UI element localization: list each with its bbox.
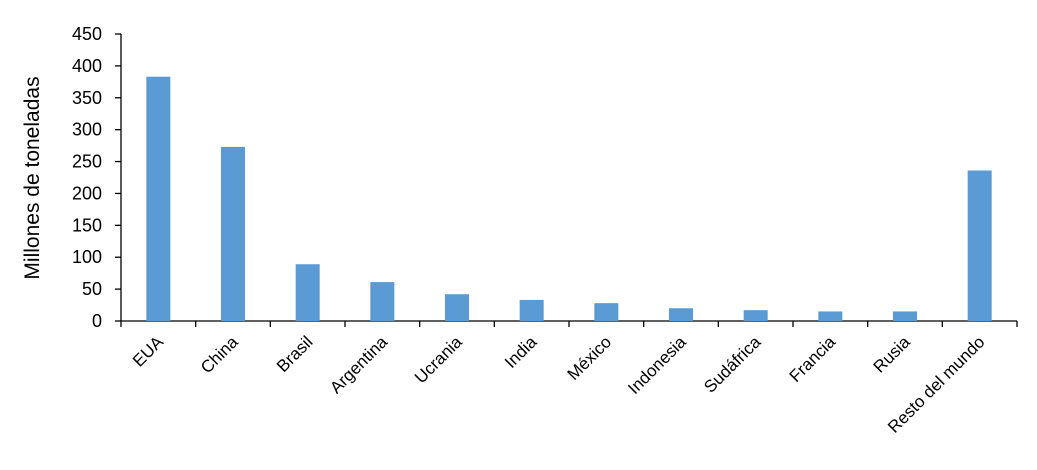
bar	[146, 76, 171, 321]
y-tick-label: 100	[72, 247, 102, 267]
y-tick-label: 50	[82, 279, 102, 299]
bar	[967, 170, 992, 321]
x-tick-label: Brasil	[273, 332, 316, 375]
y-tick-label: 150	[72, 215, 102, 235]
x-tick-label: Francia	[786, 332, 840, 386]
bar	[818, 311, 843, 321]
y-axis-label: Millones de toneladas	[21, 76, 44, 279]
x-tick-label: Sudáfrica	[700, 332, 765, 397]
bar	[594, 303, 619, 321]
y-tick-label: 250	[72, 152, 102, 172]
bar	[893, 311, 917, 321]
bar	[743, 310, 768, 321]
y-tick-label: 450	[72, 24, 102, 44]
x-tick-label: Rusia	[870, 332, 915, 377]
bar	[370, 282, 395, 321]
x-tick-label: China	[197, 332, 242, 377]
bar	[669, 308, 693, 321]
bar	[519, 299, 544, 321]
x-tick-label: India	[501, 332, 541, 372]
x-tick-label: México	[564, 332, 616, 384]
y-tick-label: 400	[72, 56, 102, 76]
x-tick-label: Argentina	[326, 332, 391, 397]
y-tick-label: 300	[72, 120, 102, 140]
x-tick-label: Ucrania	[411, 332, 466, 387]
y-tick-label: 0	[92, 311, 102, 331]
bar	[295, 264, 320, 321]
y-tick-label: 350	[72, 88, 102, 108]
bar	[221, 146, 245, 321]
bar	[445, 294, 469, 321]
y-tick-label: 200	[72, 183, 102, 203]
x-tick-label: EUA	[129, 332, 168, 371]
x-tick-label: Indonesia	[624, 332, 690, 398]
